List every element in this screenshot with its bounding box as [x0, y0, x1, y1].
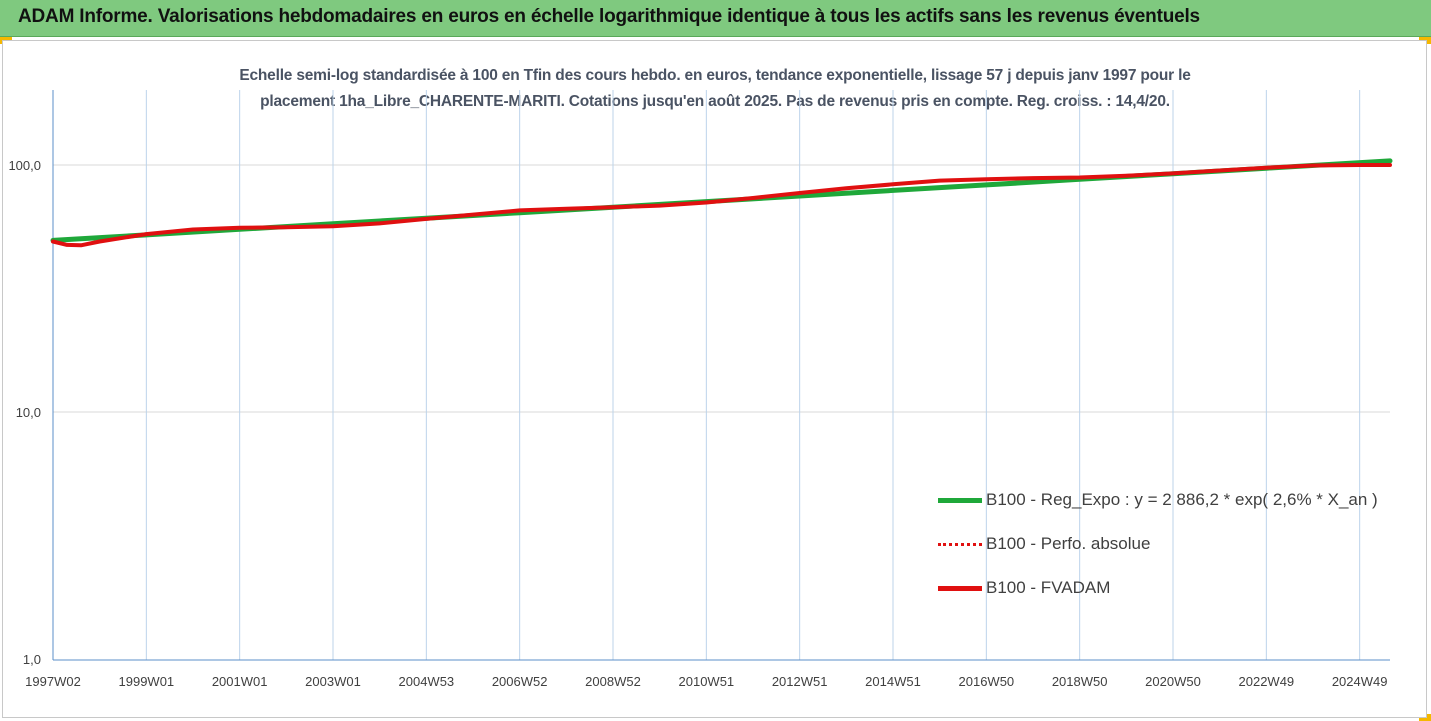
legend-label: B100 - FVADAM [986, 578, 1111, 597]
series-line-perfo-absolue [51, 163, 1392, 247]
y-tick-label: 100,0 [8, 158, 41, 173]
chart-legend: B100 - Reg_Expo : y = 2 886,2 * exp( 2,6… [938, 478, 1378, 610]
x-tick-label: 2018W50 [1052, 674, 1108, 689]
legend-item-fvadam: B100 - FVADAM [938, 566, 1378, 610]
series-line-fvadam [51, 163, 1392, 248]
x-tick-label: 2004W53 [399, 674, 455, 689]
x-tick-label: 2003W01 [305, 674, 361, 689]
legend-label: B100 - Perfo. absolue [986, 534, 1151, 553]
x-tick-label: 2006W52 [492, 674, 548, 689]
x-tick-label: 1997W02 [25, 674, 81, 689]
y-tick-label: 10,0 [16, 405, 41, 420]
x-tick-label: 1999W01 [119, 674, 175, 689]
chart-title: Echelle semi-log standardisée à 100 en T… [120, 63, 1310, 115]
report-title: ADAM Informe. Valorisations hebdomadaire… [18, 6, 1200, 27]
legend-swatch-green-line [938, 497, 982, 503]
x-tick-label: 2016W50 [959, 674, 1015, 689]
legend-label: B100 - Reg_Expo : y = 2 886,2 * exp( 2,6… [986, 490, 1378, 509]
x-tick-label: 2014W51 [865, 674, 921, 689]
legend-item-perfo-absolue: B100 - Perfo. absolue [938, 522, 1378, 566]
x-tick-label: 2008W52 [585, 674, 641, 689]
x-tick-label: 2020W50 [1145, 674, 1201, 689]
header-banner: ADAM Informe. Valorisations hebdomadaire… [0, 0, 1431, 37]
chart-title-line-2: placement 1ha_Libre_CHARENTE-MARITI. Cot… [260, 93, 1170, 110]
x-tick-label: 2001W01 [212, 674, 268, 689]
x-tick-label: 2010W51 [679, 674, 735, 689]
legend-item-reg-expo: B100 - Reg_Expo : y = 2 886,2 * exp( 2,6… [938, 478, 1378, 522]
x-tick-label: 2022W49 [1239, 674, 1295, 689]
legend-swatch-red-line [938, 585, 982, 591]
x-tick-label: 2012W51 [772, 674, 828, 689]
legend-swatch-red-dotted [938, 542, 982, 546]
y-tick-label: 1,0 [23, 652, 41, 667]
x-tick-label: 2024W49 [1332, 674, 1388, 689]
chart-title-line-1: Echelle semi-log standardisée à 100 en T… [239, 67, 1191, 84]
